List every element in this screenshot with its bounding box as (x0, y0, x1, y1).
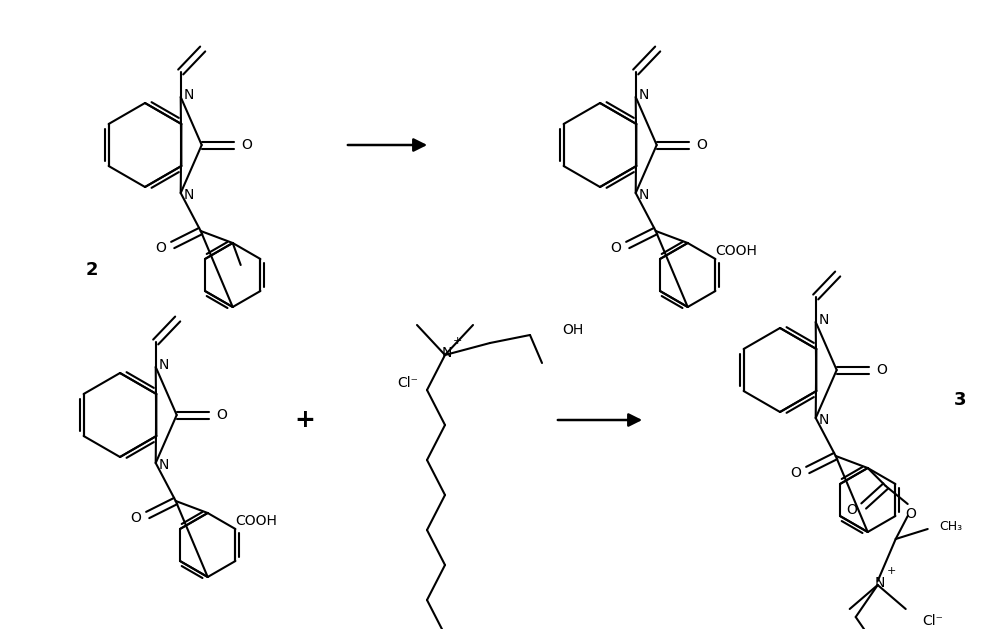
Text: M: M (0, 628, 1, 629)
Text: Cl⁻: Cl⁻ (397, 376, 418, 390)
Text: O: O (696, 138, 707, 152)
Text: M: M (0, 628, 1, 629)
Text: +: + (887, 566, 896, 576)
Text: COOH: COOH (716, 244, 758, 258)
Text: COOH: COOH (236, 514, 278, 528)
Text: N: N (819, 313, 829, 327)
Text: M: M (0, 628, 1, 629)
Text: N: N (442, 346, 452, 360)
Text: N: N (159, 458, 169, 472)
Text: N: N (184, 88, 194, 102)
Text: O: O (790, 466, 801, 480)
Text: +: + (295, 408, 315, 432)
Text: N: N (159, 358, 169, 372)
Text: O: O (876, 363, 887, 377)
Text: N: N (639, 188, 649, 202)
Text: OH: OH (562, 323, 583, 337)
Text: N: N (639, 88, 649, 102)
Text: O: O (155, 241, 166, 255)
Text: 3: 3 (954, 391, 966, 409)
Text: +: + (452, 336, 462, 346)
Text: O: O (130, 511, 141, 525)
Text: N: N (875, 576, 885, 590)
Text: 2: 2 (86, 261, 98, 279)
Text: CH₃: CH₃ (940, 520, 963, 533)
Text: O: O (216, 408, 227, 422)
Text: N: N (184, 188, 194, 202)
Text: O: O (846, 503, 857, 517)
Text: Cl⁻: Cl⁻ (923, 614, 944, 628)
Text: O: O (241, 138, 252, 152)
Text: N: N (819, 413, 829, 427)
Text: O: O (905, 507, 916, 521)
Text: O: O (610, 241, 621, 255)
Text: M: M (0, 628, 1, 629)
